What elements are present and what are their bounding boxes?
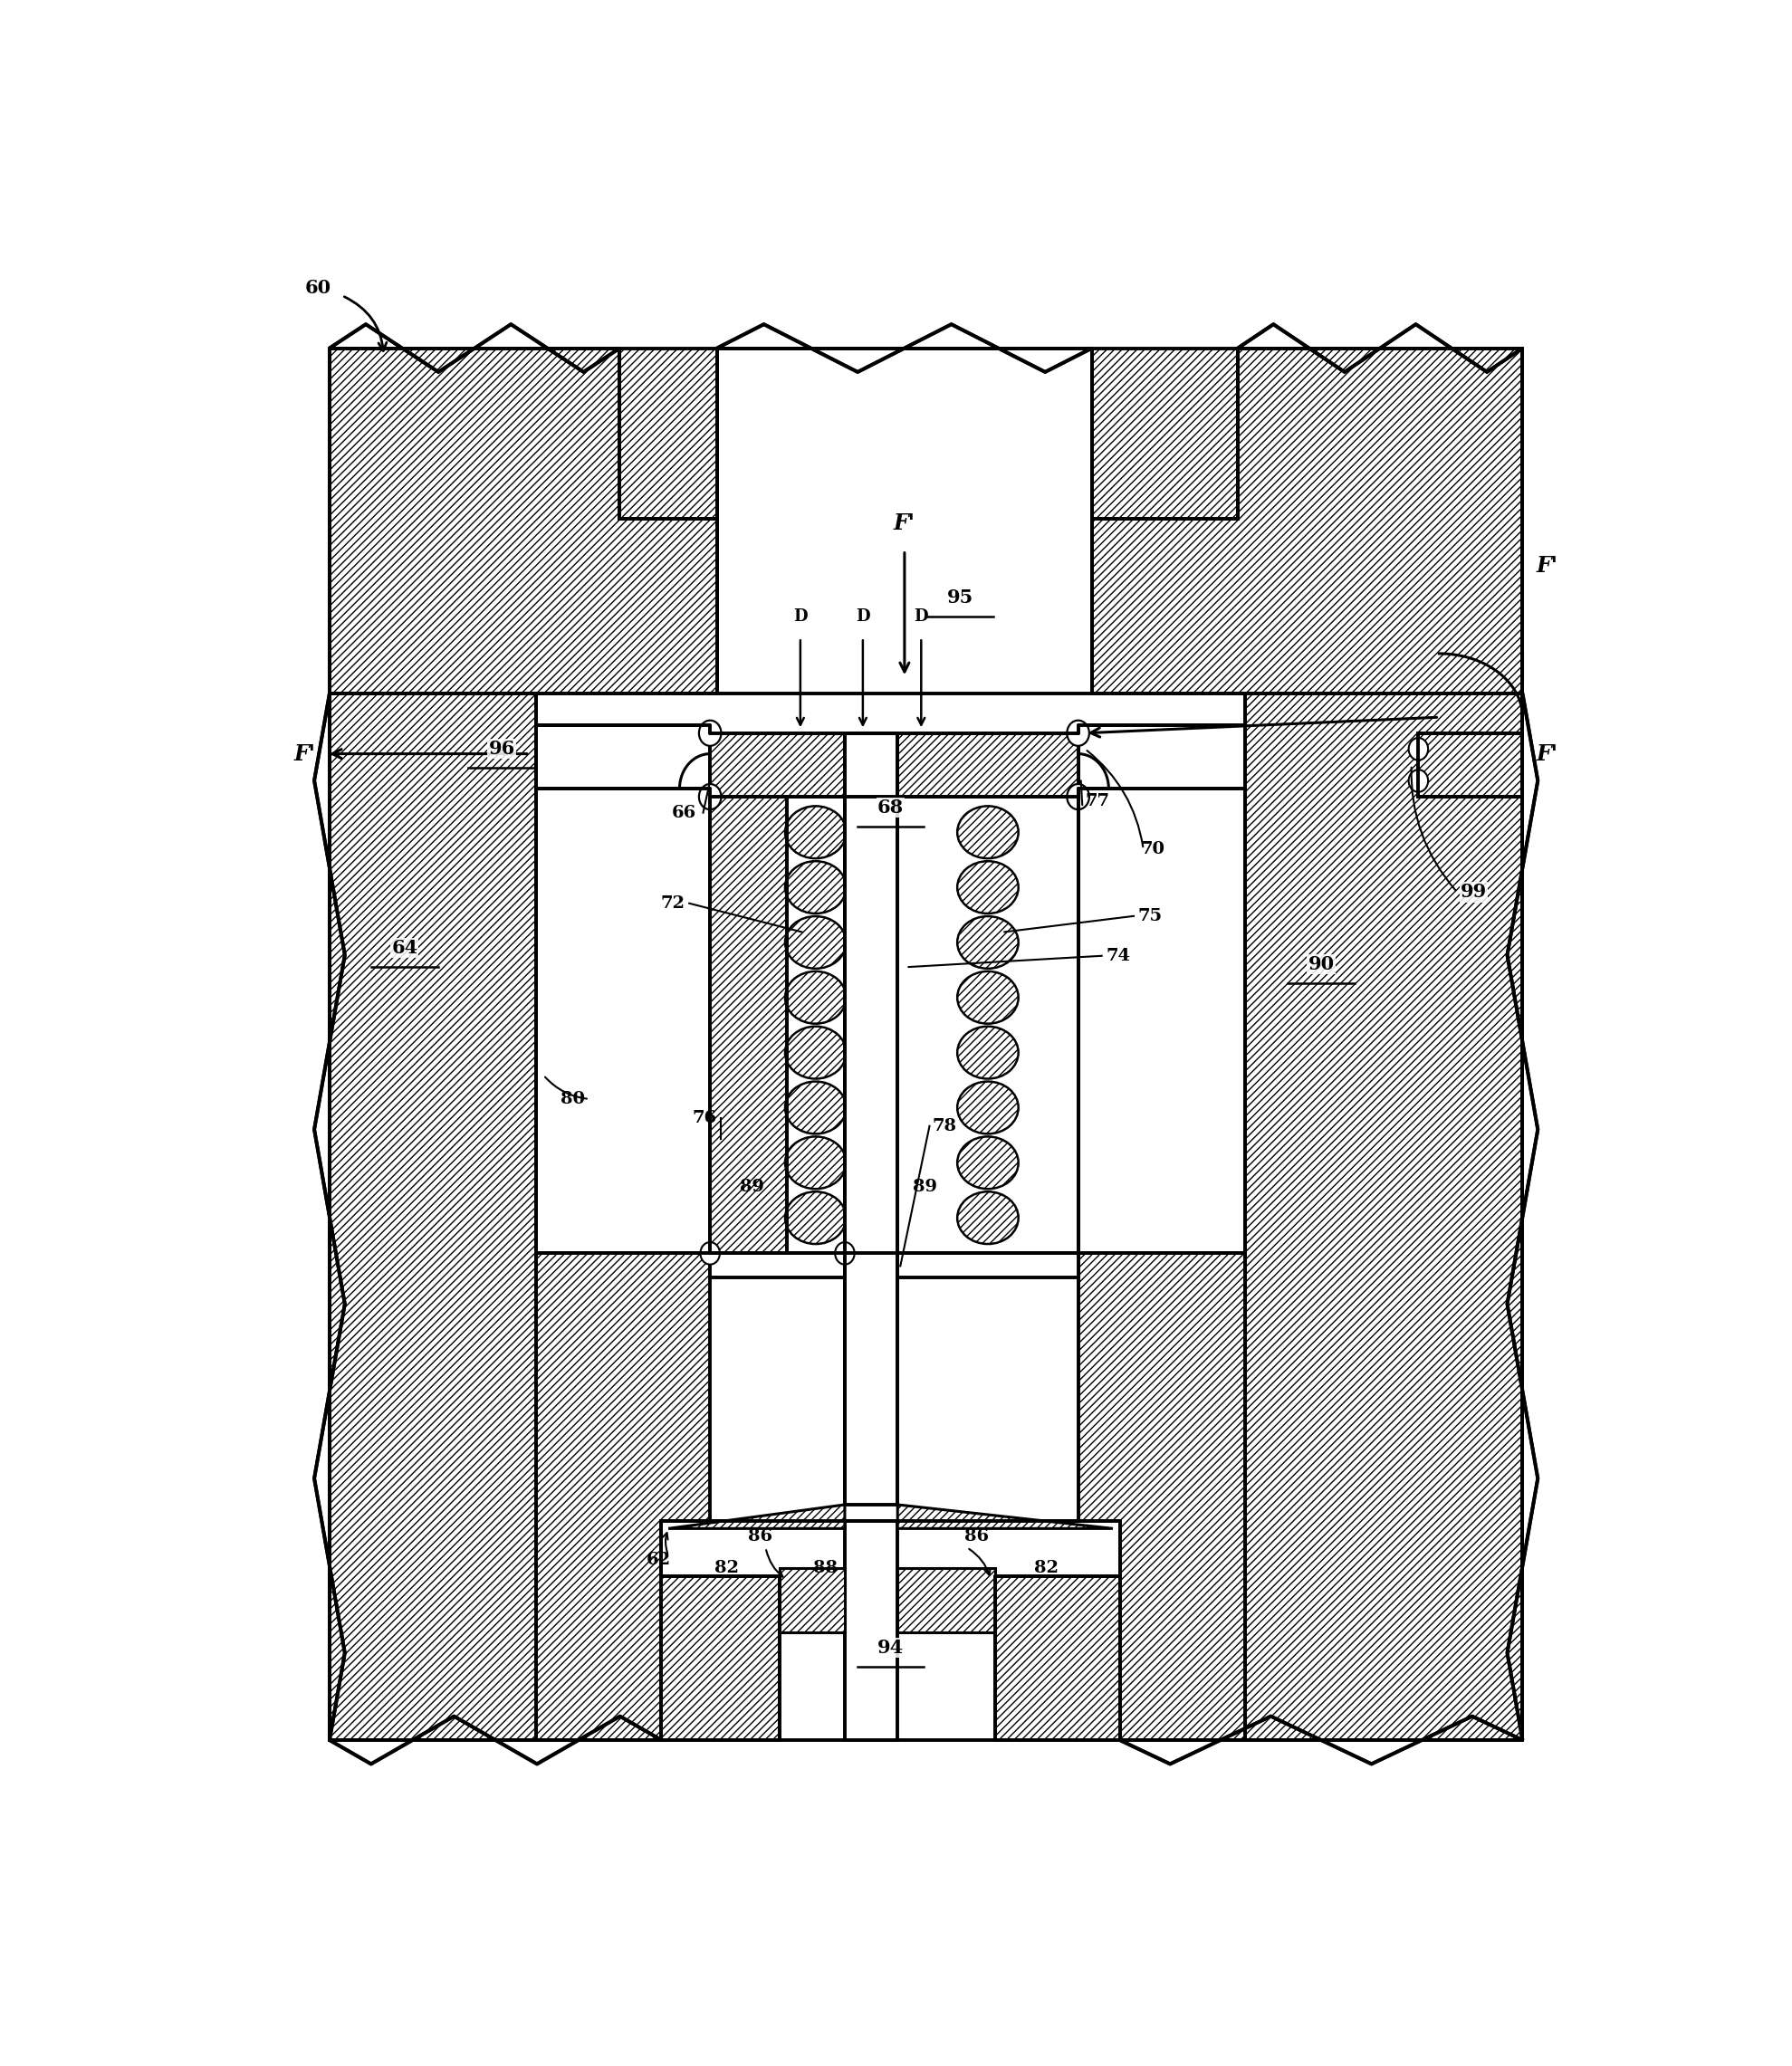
Text: 62: 62 — [647, 1552, 670, 1568]
Ellipse shape — [785, 1027, 846, 1078]
Text: 72: 72 — [661, 895, 685, 911]
Text: 89: 89 — [914, 1178, 937, 1194]
Bar — [710, 733, 1079, 1254]
Text: 94: 94 — [878, 1638, 903, 1657]
Polygon shape — [661, 1576, 780, 1740]
Circle shape — [1409, 738, 1428, 760]
Text: 80: 80 — [561, 1091, 586, 1107]
Ellipse shape — [957, 1081, 1018, 1134]
Polygon shape — [780, 1568, 844, 1632]
Text: 88: 88 — [814, 1560, 837, 1576]
Polygon shape — [1245, 694, 1523, 1740]
Polygon shape — [330, 694, 536, 1740]
Circle shape — [1066, 721, 1090, 746]
Polygon shape — [1091, 349, 1238, 519]
Bar — [1079, 725, 1245, 789]
Text: 76: 76 — [692, 1109, 717, 1126]
Text: 75: 75 — [1138, 907, 1163, 924]
Ellipse shape — [785, 1192, 846, 1244]
Circle shape — [1409, 771, 1428, 791]
Text: 90: 90 — [1308, 954, 1335, 973]
Polygon shape — [1079, 1254, 1245, 1740]
Bar — [844, 1521, 898, 1740]
Polygon shape — [620, 349, 717, 519]
Circle shape — [699, 783, 720, 810]
Text: 82: 82 — [1034, 1560, 1059, 1576]
Text: F': F' — [1536, 556, 1559, 576]
Text: D: D — [857, 609, 869, 624]
Polygon shape — [1091, 349, 1523, 694]
Text: 95: 95 — [946, 589, 973, 607]
Polygon shape — [995, 1576, 1120, 1740]
Circle shape — [701, 1242, 720, 1264]
Ellipse shape — [957, 971, 1018, 1023]
Text: 86: 86 — [964, 1529, 989, 1545]
Text: F': F' — [294, 744, 315, 764]
Ellipse shape — [785, 1081, 846, 1134]
Polygon shape — [898, 1504, 1113, 1529]
Circle shape — [1066, 783, 1090, 810]
Bar — [710, 1254, 1079, 1277]
Polygon shape — [668, 1504, 844, 1529]
Polygon shape — [536, 1254, 710, 1740]
Text: 78: 78 — [932, 1118, 957, 1134]
Ellipse shape — [957, 862, 1018, 913]
Polygon shape — [710, 797, 787, 1254]
Text: 70: 70 — [1142, 841, 1165, 857]
Text: 60: 60 — [305, 279, 332, 298]
Text: 77: 77 — [1086, 793, 1109, 810]
Text: 82: 82 — [715, 1560, 738, 1576]
Polygon shape — [710, 733, 1079, 797]
Text: D: D — [794, 609, 808, 624]
Ellipse shape — [957, 1136, 1018, 1188]
Bar — [1079, 789, 1245, 1254]
Ellipse shape — [785, 971, 846, 1023]
Bar — [717, 349, 1091, 694]
Bar — [536, 725, 710, 789]
Ellipse shape — [785, 915, 846, 969]
Ellipse shape — [957, 915, 1018, 969]
Text: 68: 68 — [878, 800, 903, 816]
Bar — [787, 797, 844, 1254]
Text: 86: 86 — [747, 1529, 772, 1545]
Text: 96: 96 — [489, 740, 514, 758]
Ellipse shape — [785, 806, 846, 857]
Bar — [661, 1521, 1120, 1740]
Ellipse shape — [785, 862, 846, 913]
Text: 99: 99 — [1460, 882, 1487, 901]
Text: 64: 64 — [391, 938, 418, 957]
Text: 66: 66 — [672, 804, 697, 820]
Circle shape — [699, 721, 720, 746]
Text: F': F' — [1536, 744, 1559, 764]
Polygon shape — [1419, 733, 1523, 797]
Polygon shape — [330, 349, 717, 694]
Bar — [844, 733, 898, 1504]
Text: 89: 89 — [740, 1178, 763, 1194]
Text: 74: 74 — [1106, 948, 1131, 965]
Ellipse shape — [785, 1136, 846, 1188]
Polygon shape — [898, 1568, 995, 1632]
Ellipse shape — [957, 806, 1018, 857]
Ellipse shape — [957, 1192, 1018, 1244]
Ellipse shape — [957, 1027, 1018, 1078]
Text: D: D — [914, 609, 928, 624]
Circle shape — [835, 1242, 855, 1264]
Text: F': F' — [894, 512, 916, 535]
